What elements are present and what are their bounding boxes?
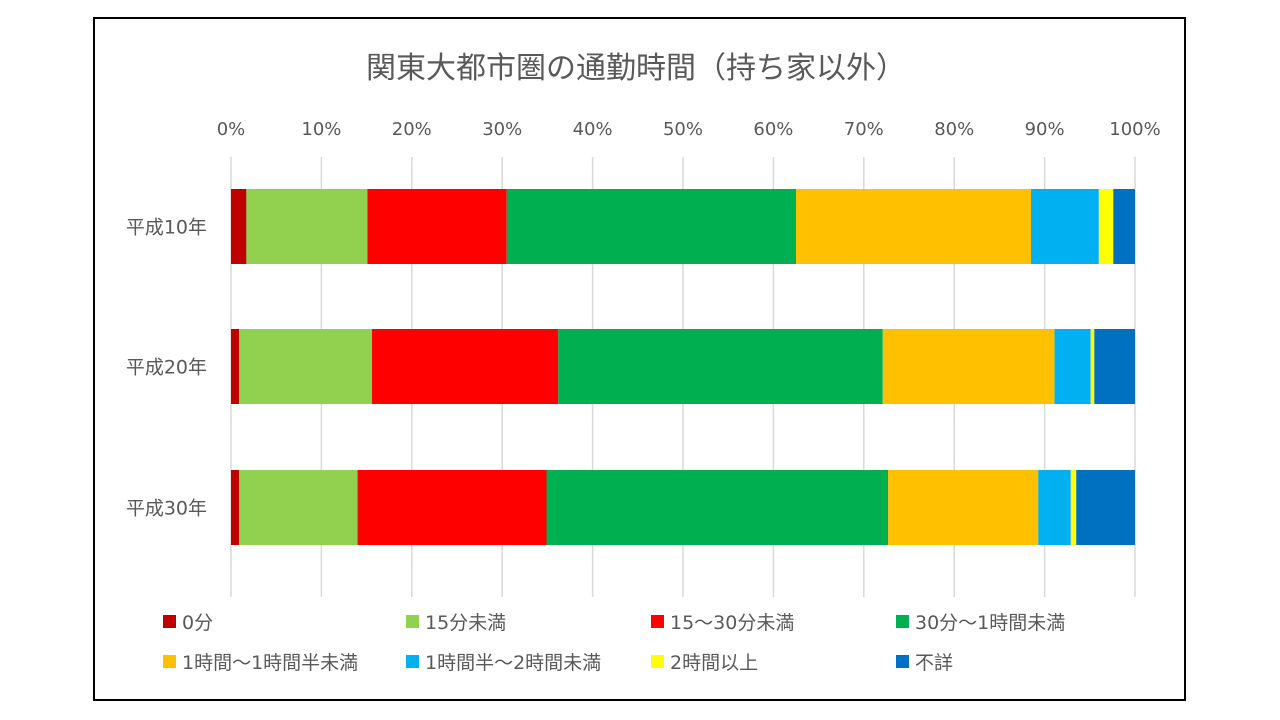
bar-segment xyxy=(1070,470,1077,545)
legend-label: 0分 xyxy=(182,612,213,634)
legend-label: 1時間～1時間半未満 xyxy=(182,652,358,674)
bar-segment xyxy=(796,189,1032,264)
bar-segment xyxy=(372,329,559,404)
legend-swatch xyxy=(651,655,664,668)
legend-label: 15～30分未満 xyxy=(670,612,794,634)
legend-item: 2時間以上 xyxy=(651,652,758,674)
legend-swatch xyxy=(406,655,419,668)
bar-segment xyxy=(231,329,240,404)
bar-segment xyxy=(558,329,883,404)
category-label: 平成20年 xyxy=(126,357,207,379)
legend-label: 15分未満 xyxy=(425,612,506,634)
bar-segment xyxy=(1098,189,1114,264)
bar-segment xyxy=(1090,329,1095,404)
x-tick-label: 70% xyxy=(844,119,884,140)
chart-frame: 関東大都市圏の通勤時間（持ち家以外） 0% 10% 20% 30% 40% 50% 60% 7… xyxy=(93,17,1186,701)
bar-segment xyxy=(357,470,547,545)
bar-segment xyxy=(506,189,796,264)
x-tick-label: 90% xyxy=(1025,119,1065,140)
legend-label: 1時間半～2時間未満 xyxy=(425,652,601,674)
category-label: 平成10年 xyxy=(126,217,207,239)
bar-segment xyxy=(1076,470,1135,545)
legend-item: 1時間～1時間半未満 xyxy=(163,652,358,674)
legend-swatch xyxy=(896,615,909,628)
legend-item: 1時間半～2時間未満 xyxy=(406,652,601,674)
legend-item: 0分 xyxy=(163,612,213,634)
stacked-bar-chart: 関東大都市圏の通勤時間（持ち家以外） 0% 10% 20% 30% 40% 50% 60% 7… xyxy=(126,51,1161,674)
legend-swatch xyxy=(163,615,176,628)
bar-segment xyxy=(246,189,368,264)
x-tick-label: 80% xyxy=(934,119,974,140)
legend-swatch xyxy=(163,655,176,668)
legend-label: 30分～1時間未満 xyxy=(915,612,1065,634)
legend-label: 不詳 xyxy=(915,652,953,674)
bar-segment xyxy=(1054,329,1091,404)
chart-title: 関東大都市圏の通勤時間（持ち家以外） xyxy=(366,51,906,86)
x-tick-label: 50% xyxy=(663,119,703,140)
legend-item: 不詳 xyxy=(896,652,953,674)
x-tick-label: 10% xyxy=(301,119,341,140)
bar-segment xyxy=(888,470,1039,545)
bar-segment xyxy=(239,329,373,404)
bar-segment xyxy=(1031,189,1099,264)
category-label: 平成30年 xyxy=(126,498,207,520)
bar-segment xyxy=(239,470,358,545)
x-tick-label: 0% xyxy=(217,119,246,140)
bar-segment xyxy=(546,470,889,545)
bar-segment xyxy=(882,329,1055,404)
bar-segment xyxy=(1113,189,1135,264)
bar-segment xyxy=(1094,329,1135,404)
bar-segment xyxy=(1038,470,1071,545)
legend-swatch xyxy=(406,615,419,628)
x-tick-label: 60% xyxy=(753,119,793,140)
bar-segment xyxy=(231,470,240,545)
x-tick-label: 40% xyxy=(573,119,613,140)
legend-swatch xyxy=(896,655,909,668)
x-tick-label: 30% xyxy=(482,119,522,140)
bar-segment xyxy=(231,189,247,264)
x-tick-label: 100% xyxy=(1109,119,1160,140)
legend-item: 15分未満 xyxy=(406,612,506,634)
x-tick-label: 20% xyxy=(392,119,432,140)
legend-label: 2時間以上 xyxy=(670,652,758,674)
legend-swatch xyxy=(651,615,664,628)
bar-segment xyxy=(367,189,507,264)
legend-item: 15～30分未満 xyxy=(651,612,794,634)
legend-item: 30分～1時間未満 xyxy=(896,612,1065,634)
